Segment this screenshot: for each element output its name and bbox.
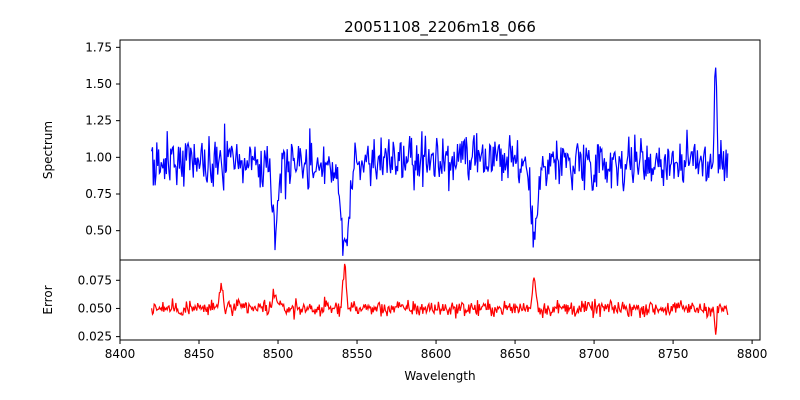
error-y-axis-label: Error — [41, 285, 55, 314]
x-tick-label: 8400 — [105, 347, 136, 361]
spectrum-y-ticks: 0.50 0.75 1.00 1.25 1.50 1.75 — [85, 40, 120, 238]
error-series-line — [151, 263, 729, 335]
spectrum-panel: 0.50 0.75 1.00 1.25 1.50 1.75 Spectrum — [41, 39, 761, 261]
error-axes-frame — [119, 259, 761, 341]
x-tick-label: 8600 — [421, 347, 452, 361]
spectrum-y-tick-label: 1.50 — [85, 77, 112, 91]
x-ticks: 8400 8450 8500 8550 8600 8650 8700 8750 8800 — [105, 340, 768, 361]
x-tick-label: 8450 — [184, 347, 215, 361]
x-tick-label: 8550 — [342, 347, 373, 361]
spectrum-y-tick-label: 0.50 — [85, 224, 112, 238]
spectrum-series-line — [151, 67, 729, 256]
spectrum-y-axis-label: Spectrum — [41, 121, 55, 179]
x-tick-label: 8750 — [658, 347, 689, 361]
spectrum-y-tick-label: 1.75 — [85, 40, 112, 54]
spectrum-y-tick-label: 1.25 — [85, 114, 112, 128]
error-y-tick-label: 0.050 — [78, 301, 112, 315]
x-tick-label: 8650 — [500, 347, 531, 361]
x-tick-label: 8500 — [263, 347, 294, 361]
error-panel: 0.025 0.050 0.075 Error — [41, 259, 761, 344]
x-tick-label: 8700 — [579, 347, 610, 361]
error-y-tick-label: 0.075 — [78, 273, 112, 287]
x-tick-label: 8800 — [737, 347, 768, 361]
chart-title: 20051108_2206m18_066 — [344, 18, 536, 37]
spectrum-y-tick-label: 1.00 — [85, 150, 112, 164]
error-y-tick-label: 0.025 — [78, 330, 112, 344]
x-axis-label: Wavelength — [404, 369, 475, 383]
error-y-ticks: 0.025 0.050 0.075 — [78, 273, 120, 344]
spectrum-y-tick-label: 0.75 — [85, 187, 112, 201]
